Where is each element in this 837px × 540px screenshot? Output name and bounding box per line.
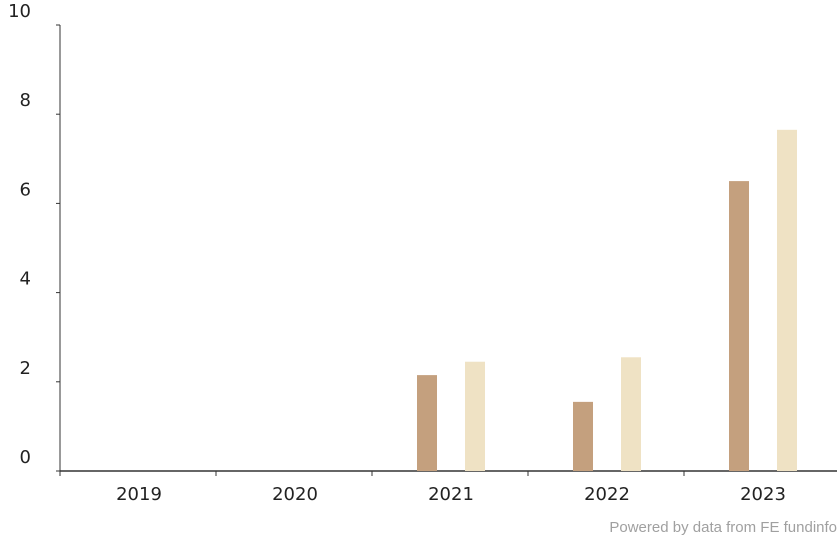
bar-series-1-2022: [573, 401, 593, 471]
y-tick-label: 6: [20, 179, 31, 200]
x-tick-label: 2022: [584, 484, 630, 505]
bar-series-2-2021: [465, 361, 485, 471]
bars: [417, 129, 797, 471]
bar-series-2-2022: [621, 357, 641, 471]
x-axis: 2019 2020 2021 2022 2023: [59, 470, 837, 505]
bar-series-1-2023: [729, 181, 749, 471]
y-tick-label: 2: [20, 358, 31, 379]
x-tick-label: 2019: [116, 484, 162, 505]
x-tick-label: 2023: [740, 484, 786, 505]
bar-series-1-2021: [417, 375, 437, 471]
y-tick-label: 0: [20, 447, 31, 468]
x-tick-label: 2020: [272, 484, 318, 505]
x-tick-label: 2021: [428, 484, 474, 505]
y-tick-label: 8: [20, 90, 31, 111]
bar-series-2-2023: [777, 129, 797, 471]
data-credit: Powered by data from FE fundinfo: [609, 519, 837, 536]
y-axis: 0 2 4 6 8 10: [8, 1, 61, 472]
y-tick-label: 4: [20, 269, 31, 290]
y-tick-label: 10: [8, 1, 31, 22]
